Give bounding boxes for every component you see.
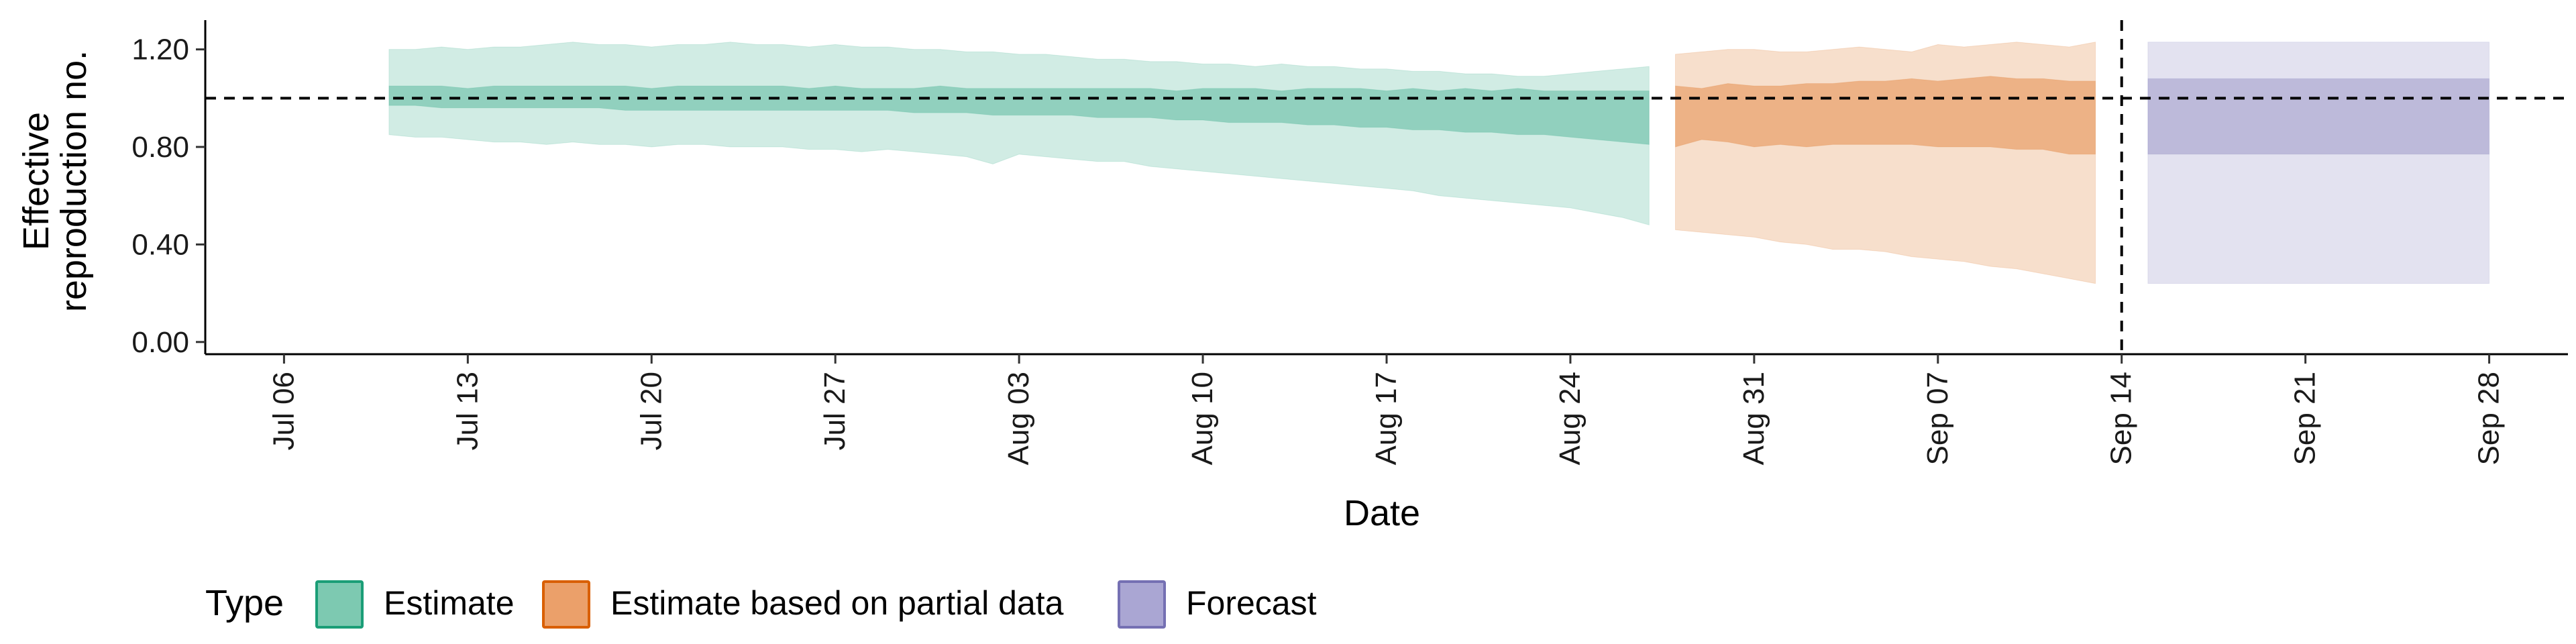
y-axis-title-line-2: reproduction no. [54, 50, 94, 312]
x-tick-label: Jul 06 [267, 372, 300, 450]
band-50-estimate-based-on-partial-data [1675, 76, 2096, 155]
legend-label-forecast: Forecast [1186, 584, 1317, 622]
y-axis-title: Effective reproduction no. [16, 50, 94, 312]
x-tick-label: Aug 03 [1002, 372, 1035, 465]
x-tick-label: Sep 21 [2289, 372, 2322, 465]
band-90-forecast [2147, 42, 2490, 284]
band-50-forecast [2147, 78, 2490, 155]
x-tick-label: Sep 14 [2105, 372, 2138, 465]
x-tick-label: Aug 31 [1737, 372, 1770, 465]
x-tick-label: Jul 20 [635, 372, 667, 450]
legend-label-estimate: Estimate [384, 584, 515, 622]
legend-item-partial: Estimate based on partial data [542, 580, 1064, 629]
y-tick-label: 1.20 [131, 34, 189, 66]
legend-item-estimate: Estimate [315, 580, 515, 629]
y-tick-label: 0.00 [131, 326, 189, 359]
legend-swatch-partial [542, 580, 590, 629]
y-axis-title-line-1: Effective [16, 112, 56, 250]
x-axis-title: Date [1344, 493, 1420, 533]
band-90-estimate-based-on-partial-data [1675, 42, 2096, 284]
x-tick-label: Jul 13 [451, 372, 484, 450]
x-tick-label: Aug 10 [1186, 372, 1219, 465]
band-90-estimate [388, 42, 1650, 225]
legend-title: Type [205, 583, 284, 623]
legend-item-forecast: Forecast [1118, 580, 1317, 629]
y-tick-label: 0.40 [131, 228, 189, 261]
chart-ticks: 0.00 0.40 0.80 1.20 Jul 06 Jul 13 Jul 20 Jul 27… [131, 34, 2505, 466]
x-tick-label: Sep 07 [1921, 372, 1954, 465]
legend: Type Estimate Estimate based on partial … [205, 580, 1317, 629]
band-50-estimate [388, 85, 1650, 145]
y-tick-label: 0.80 [131, 131, 189, 164]
x-tick-label: Aug 17 [1370, 372, 1403, 465]
x-tick-label: Aug 24 [1554, 372, 1587, 465]
x-tick-label: Jul 27 [818, 372, 851, 450]
x-tick-label: Sep 28 [2473, 372, 2506, 465]
legend-swatch-estimate [315, 580, 364, 629]
legend-label-partial: Estimate based on partial data [610, 584, 1064, 622]
legend-swatch-forecast [1118, 580, 1166, 629]
chart-bands [388, 42, 2490, 284]
